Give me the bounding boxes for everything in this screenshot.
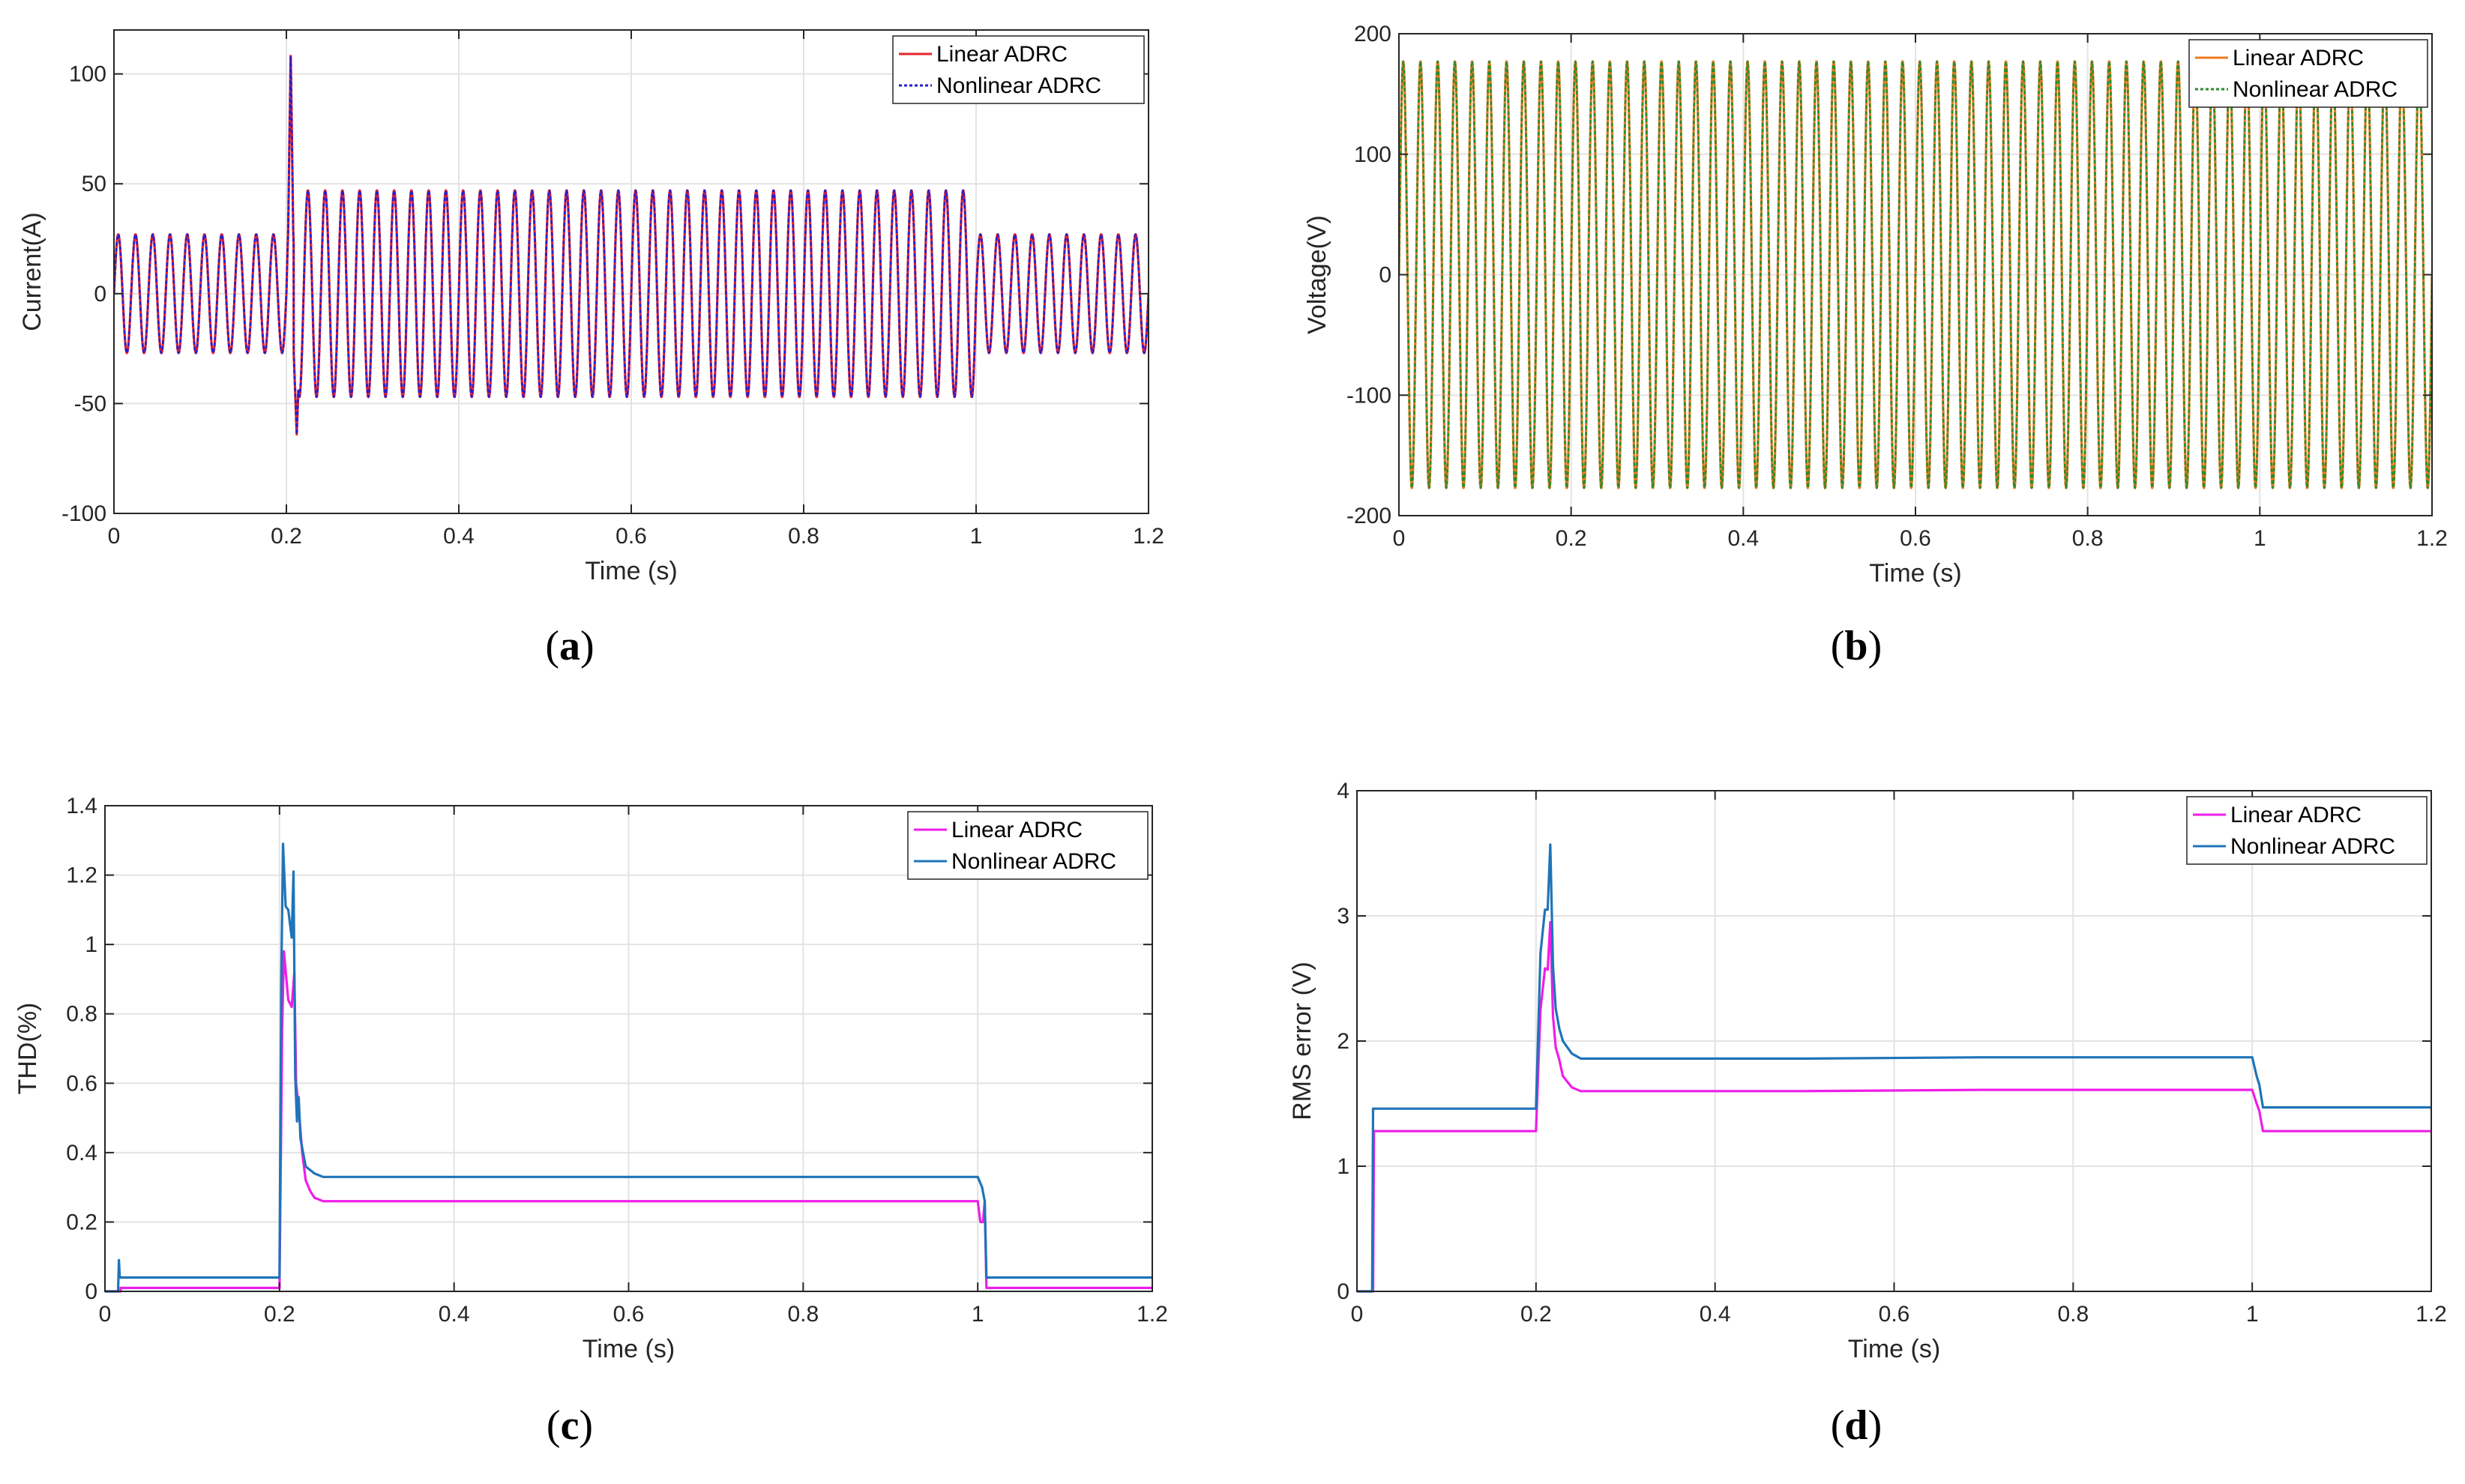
x-tick-label: 0.2 [1520,1302,1552,1327]
x-tick-label: 0.4 [439,1302,470,1327]
x-tick-label: 0.6 [1879,1302,1910,1327]
y-axis-label: Current(A) [18,212,46,331]
legend-label: Linear ADRC [2230,803,2362,827]
y-tick-label: 50 [82,172,106,196]
x-tick-label: 0.4 [443,524,475,549]
y-tick-label: 200 [1354,22,1391,46]
x-tick-label: 0.4 [1727,526,1759,551]
x-tick-label: 1 [970,524,983,549]
y-axis-label: RMS error (V) [1288,962,1316,1120]
x-tick-label: 0.6 [613,1302,645,1327]
x-tick-label: 0.6 [616,524,647,549]
series-line-nonlinear-adrc [1399,60,2432,489]
legend-box [892,35,1145,104]
x-tick-label: 0 [99,1302,112,1327]
x-tick-label: 0.8 [788,524,819,549]
panel-d: 0 0.2 0.4 0.6 0.8 1 1.2 0 1 2 3 4 Time (s) RMS error … [1288,779,2447,1449]
series-group-d [1357,843,2431,1293]
x-tick-label: 0.2 [271,524,302,549]
x-tick-label: 0 [1393,526,1406,551]
legend-d: Linear ADRC Nonlinear ADRC [2186,796,2428,865]
x-tick-label: 1.2 [2416,1302,2447,1327]
legend-label: Linear ADRC [936,42,1068,67]
series-group-c [105,842,1152,1293]
y-tick-label: 100 [69,62,106,87]
y-tick-label: 1 [1337,1154,1349,1179]
x-tick-label: 0.2 [1556,526,1587,551]
legend-label: Linear ADRC [2233,46,2364,70]
x-axis-label: Time (s) [583,1335,675,1363]
series-line-nonlinear-adrc [105,842,1152,1293]
legend-c: Linear ADRC Nonlinear ADRC [907,811,1149,880]
x-tick-label: 0.8 [787,1302,819,1327]
series-line-linear-adrc [105,950,1152,1293]
x-tick-label: 0.8 [2057,1302,2089,1327]
y-tick-label: -50 [74,391,106,416]
legend-box [2186,796,2428,865]
panel-b: 0 0.2 0.4 0.6 0.8 1 1.2 -200 -100 0 100 200 Time (s)… [1303,22,2448,669]
legend-b: Linear ADRC Nonlinear ADRC [2188,39,2428,108]
x-tick-label: 1 [2254,526,2266,551]
y-tick-label: 100 [1354,142,1391,167]
x-tick-label: 0.4 [1700,1302,1731,1327]
y-tick-label: 0.8 [66,1002,97,1027]
y-tick-label: 0 [1379,263,1391,288]
y-tick-label: 0.2 [66,1210,97,1234]
x-tick-label: 1.2 [2416,526,2448,551]
y-tick-label: 0 [85,1279,97,1304]
y-tick-label: 1.2 [66,863,97,888]
x-tick-label: 1.2 [1133,524,1164,549]
series-line-nonlinear-adrc [1357,843,2431,1293]
x-tick-label: 1 [972,1302,984,1327]
x-tick-label: 0.8 [2072,526,2104,551]
legend-label: Nonlinear ADRC [936,73,1101,98]
series-line-linear-adrc [1357,920,2431,1293]
y-tick-label: 4 [1337,779,1349,803]
x-tick-label: 1 [2246,1302,2259,1327]
panel-caption-c: (c) [547,1402,593,1449]
legend-label: Linear ADRC [951,818,1083,842]
y-tick-label: 2 [1337,1029,1349,1054]
y-axis-label: Voltage(V) [1303,215,1331,334]
x-axis-label: Time (s) [585,557,677,585]
legend-label: Nonlinear ADRC [2230,834,2395,859]
x-axis-label: Time (s) [1869,559,1961,588]
legend-box [2188,39,2428,108]
legend-a: Linear ADRC Nonlinear ADRC [892,35,1145,104]
y-tick-label: 0.6 [66,1071,97,1096]
y-tick-label: 0 [94,282,106,307]
x-tick-label: 0.6 [1900,526,1931,551]
y-tick-label: 1 [85,932,97,957]
y-tick-label: 3 [1337,904,1349,929]
x-axis-label: Time (s) [1848,1335,1940,1363]
legend-label: Nonlinear ADRC [951,849,1116,874]
panel-caption-a: (a) [545,623,594,669]
panel-caption-b: (b) [1831,623,1882,669]
y-tick-label: 1.4 [66,794,97,818]
panel-a: 0 0.2 0.4 0.6 0.8 1 1.2 -100 -50 0 50 100 Time (s) Cu… [18,29,1164,669]
y-axis-label: THD(%) [13,1003,42,1095]
x-tick-label: 1.2 [1137,1302,1168,1327]
legend-box [907,811,1149,880]
x-tick-label: 0 [108,524,121,549]
legend-label: Nonlinear ADRC [2233,77,2398,102]
y-tick-label: -100 [61,501,106,526]
y-tick-label: -100 [1346,383,1391,408]
series-group-b [1399,60,2432,489]
x-tick-label: 0 [1351,1302,1364,1327]
panel-c: 0 0.2 0.4 0.6 0.8 1 1.2 0 0.2 0.4 0.6 0.8 1 1.2 1.4 Tim… [13,794,1168,1449]
series-line-nonlinear-adrc [114,55,1149,435]
y-tick-label: -200 [1346,504,1391,528]
y-tick-label: 0 [1337,1279,1349,1304]
series-group-a [114,55,1149,436]
x-tick-label: 0.2 [264,1302,295,1327]
y-tick-label: 0.4 [66,1141,97,1165]
panel-caption-d: (d) [1831,1402,1882,1449]
